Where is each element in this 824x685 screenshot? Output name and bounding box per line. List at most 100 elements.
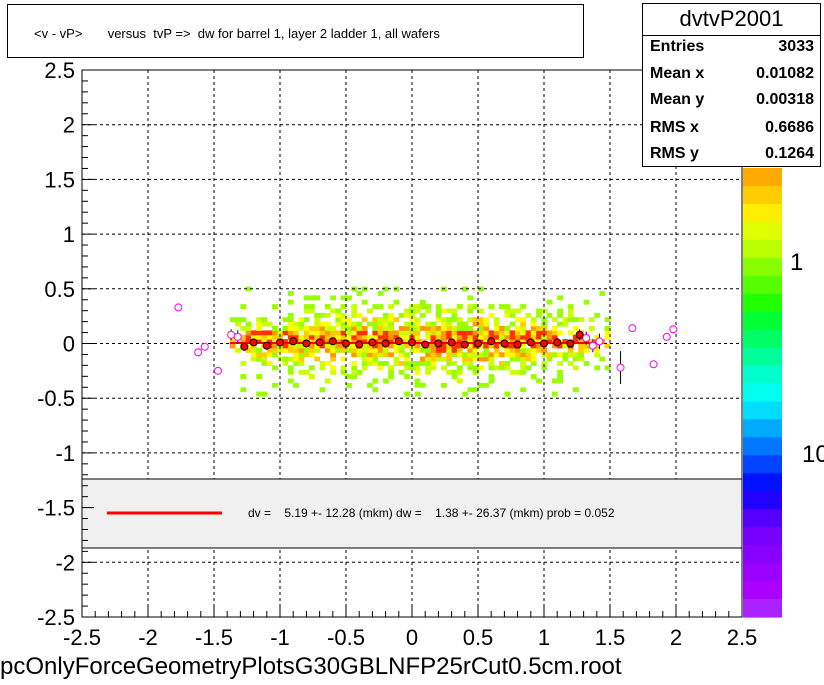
stats-row-mean-y: Mean y 0.00318 xyxy=(650,91,814,117)
heatmap-cell xyxy=(372,304,379,309)
heatmap-cell xyxy=(251,330,257,336)
chart-title: <v - vP> versus tvP => dw for barrel 1, … xyxy=(34,26,440,41)
heatmap-cell xyxy=(309,308,315,314)
heatmap-cell xyxy=(493,334,500,340)
heatmap-cell xyxy=(393,347,400,353)
heatmap-cell xyxy=(235,347,241,353)
heatmap-cell xyxy=(287,317,294,323)
heatmap-cell xyxy=(272,304,278,309)
heatmap-cell xyxy=(377,343,384,349)
heatmap-cell xyxy=(509,352,516,358)
heatmap-cell xyxy=(398,347,405,353)
heatmap-cell xyxy=(604,334,611,340)
x-tick-label: -1.5 xyxy=(195,625,233,650)
heatmap-cell xyxy=(272,347,278,353)
palette-swatch xyxy=(743,383,782,403)
heatmap-cell xyxy=(404,308,410,314)
palette-swatch xyxy=(743,455,782,474)
heatmap-cell xyxy=(430,347,437,353)
heatmap-cell xyxy=(235,317,241,323)
heatmap-cell xyxy=(488,374,495,379)
heatmap-cell xyxy=(330,334,336,340)
title-box: <v - vP> versus tvP => dw for barrel 1, … xyxy=(7,4,584,58)
heatmap-cell xyxy=(261,317,268,323)
heatmap-cell xyxy=(266,347,273,353)
heatmap-cell xyxy=(383,321,389,327)
heatmap-cell xyxy=(266,361,273,366)
heatmap-cell xyxy=(425,330,431,336)
heatmap-cell xyxy=(393,330,400,336)
profile-point xyxy=(540,339,548,348)
heatmap-cell xyxy=(515,334,521,340)
heatmap-cell xyxy=(298,352,305,358)
heatmap-cell xyxy=(388,317,394,323)
heatmap-cell xyxy=(493,365,500,371)
heatmap-cell xyxy=(567,317,574,323)
heatmap-cell xyxy=(557,374,563,379)
heatmap-cell xyxy=(504,391,511,397)
heatmap-cell xyxy=(478,356,484,362)
heatmap-cell xyxy=(367,356,373,362)
heatmap-cell xyxy=(451,361,458,366)
heatmap-cell xyxy=(557,330,563,336)
heatmap-cell xyxy=(525,312,532,318)
heatmap-cell xyxy=(530,334,537,340)
heatmap-cell xyxy=(256,374,262,379)
heatmap-cell xyxy=(240,361,247,366)
heatmap-cell xyxy=(419,347,426,353)
heatmap-cell xyxy=(419,299,426,305)
heatmap-cell xyxy=(303,326,310,331)
profile-point xyxy=(342,339,350,348)
heatmap-cell xyxy=(266,330,273,336)
heatmap-cell xyxy=(388,326,394,331)
heatmap-cell xyxy=(319,365,326,371)
heatmap-cell xyxy=(404,312,410,318)
heatmap-cell xyxy=(478,382,484,388)
heatmap-cell xyxy=(414,308,421,314)
heatmap-cell xyxy=(520,361,526,366)
heatmap-cell xyxy=(414,317,421,323)
heatmap-cell xyxy=(441,317,447,323)
heatmap-cell xyxy=(435,352,442,358)
heatmap-cell xyxy=(557,378,563,384)
heatmap-cell xyxy=(467,352,474,358)
heatmap-cell xyxy=(287,330,294,336)
heatmap-cell xyxy=(573,334,579,340)
heatmap-cell xyxy=(472,387,479,393)
heatmap-cell xyxy=(367,352,373,358)
heatmap-cell xyxy=(446,326,453,331)
heatmap-cell xyxy=(573,365,579,371)
heatmap-cell xyxy=(462,352,468,358)
heatmap-cell xyxy=(541,347,548,353)
heatmap-cell xyxy=(330,330,336,336)
heatmap-cell xyxy=(229,317,236,323)
heatmap-cell xyxy=(493,343,500,349)
heatmap-cell xyxy=(398,361,405,366)
heatmap-cell xyxy=(546,352,553,358)
heatmap-cell xyxy=(583,347,590,353)
heatmap-cell xyxy=(340,330,347,336)
heatmap-cell xyxy=(245,326,252,331)
heatmap-cell xyxy=(578,317,585,323)
heatmap-cell xyxy=(483,382,490,388)
heatmap-cell xyxy=(287,291,294,296)
stats-label: RMS x xyxy=(650,119,699,136)
heatmap-cell xyxy=(456,378,463,384)
heatmap-cell xyxy=(594,334,600,340)
heatmap-cell xyxy=(272,382,278,388)
heatmap-cell xyxy=(340,334,347,340)
heatmap-cell xyxy=(430,352,437,358)
heatmap-cell xyxy=(324,378,331,384)
heatmap-cell xyxy=(388,312,394,318)
heatmap-cell xyxy=(446,361,453,366)
heatmap-cell xyxy=(377,361,384,366)
heatmap-cell xyxy=(298,334,305,340)
heatmap-cell xyxy=(536,339,542,344)
heatmap-cell xyxy=(404,356,410,362)
heatmap-cell xyxy=(520,352,526,358)
profile-point xyxy=(421,340,430,349)
profile-point xyxy=(213,366,222,375)
heatmap-cell xyxy=(240,326,247,331)
heatmap-cell xyxy=(467,330,474,336)
heatmap-cell xyxy=(425,321,431,327)
